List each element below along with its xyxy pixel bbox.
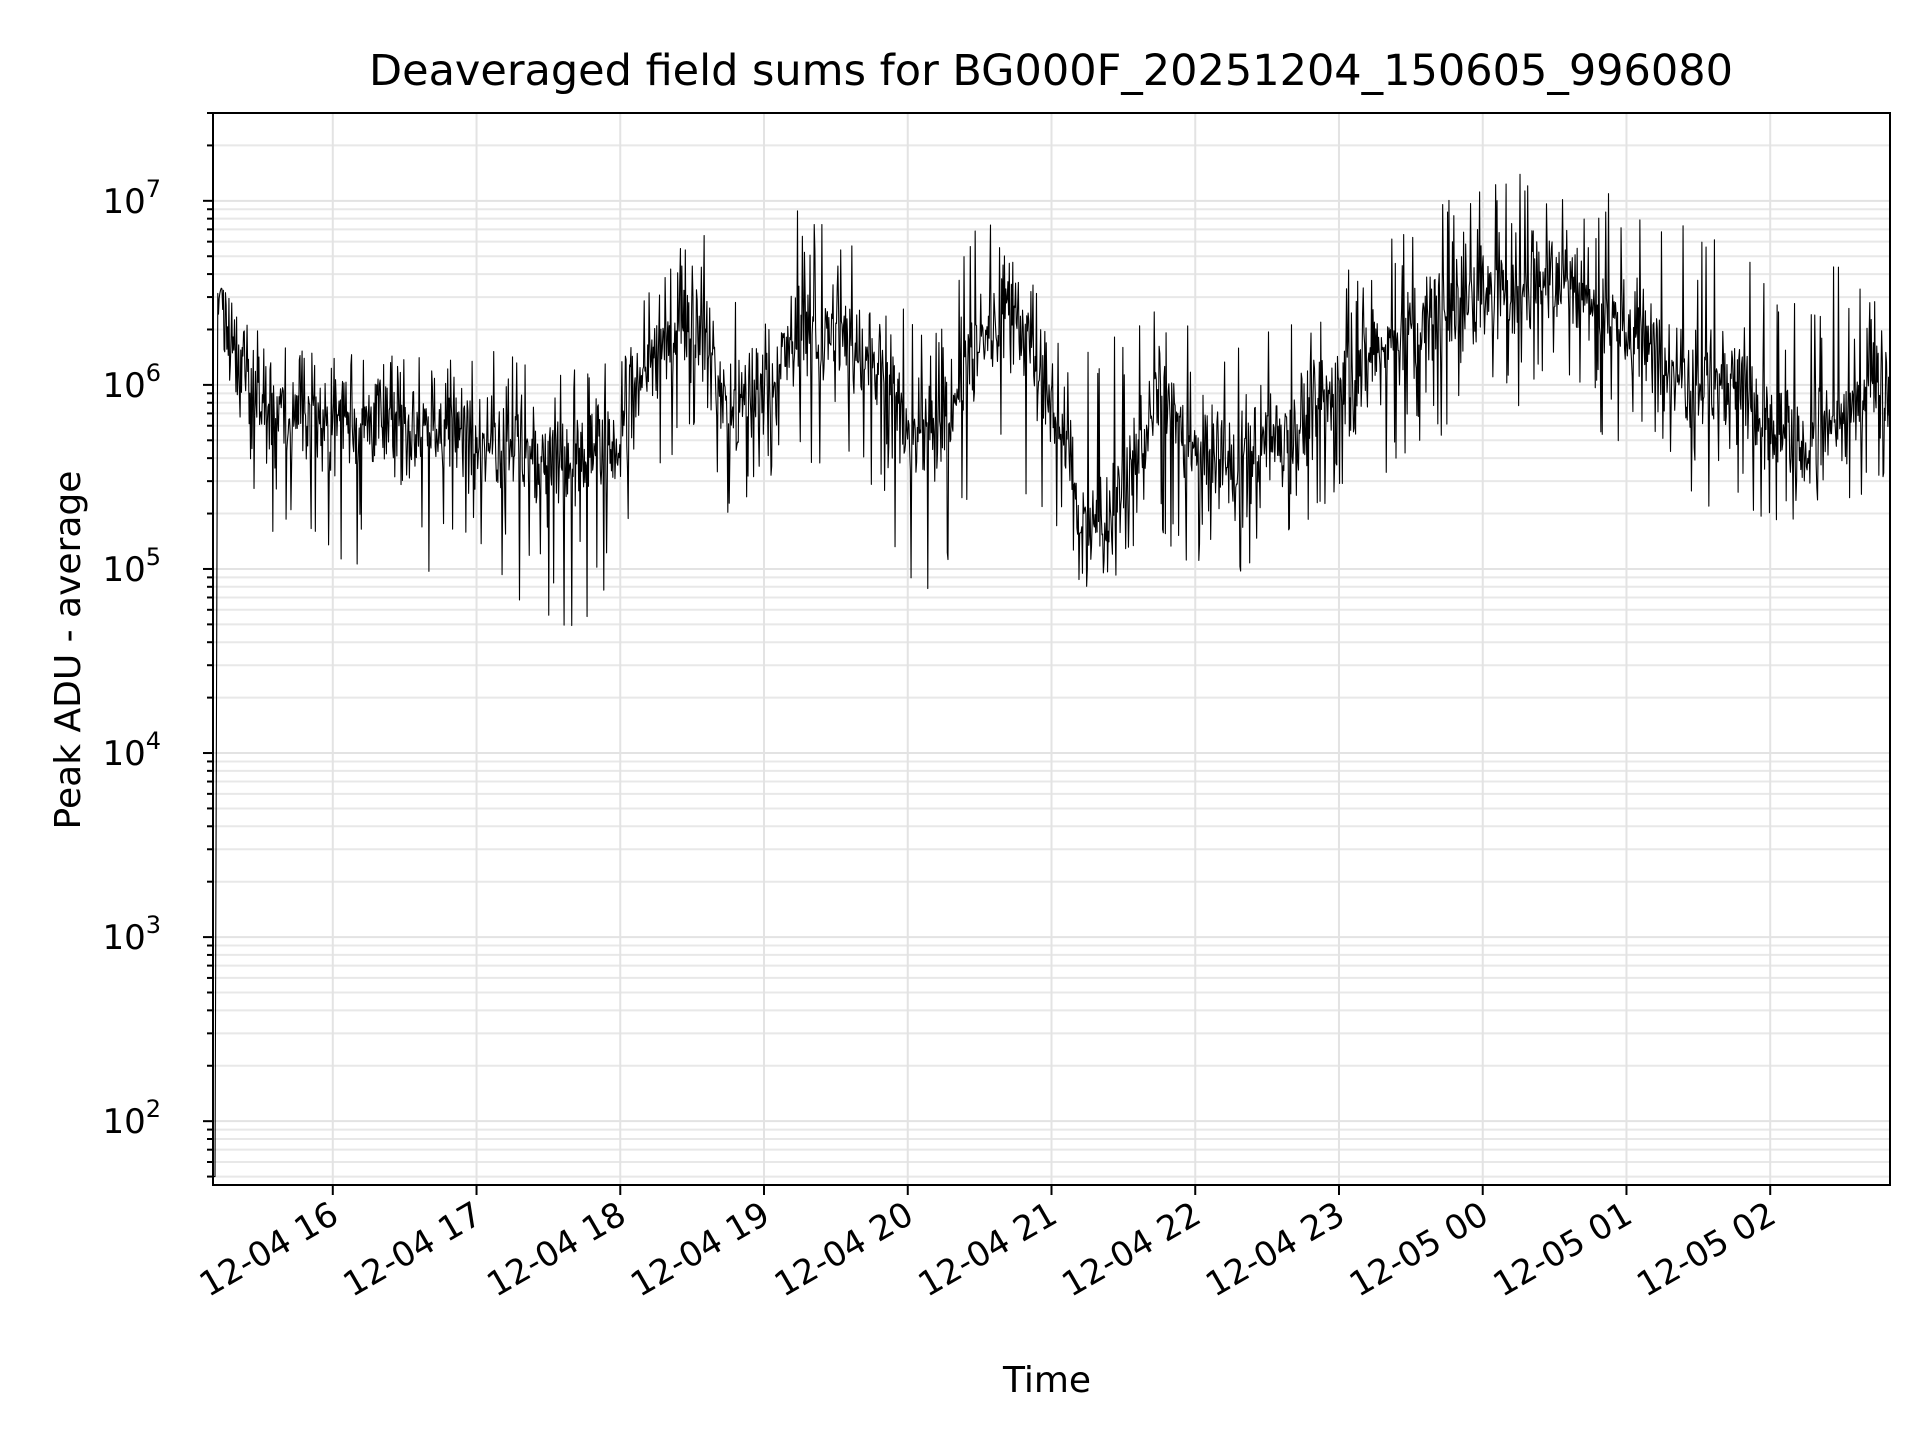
- x-axis-label: Time: [1002, 1360, 1091, 1401]
- series-line: [213, 173, 1891, 1178]
- data-series: [213, 173, 1891, 1178]
- grid: [213, 112, 1890, 1185]
- y-tick-label: 102: [102, 1095, 161, 1142]
- y-axis-label: Peak ADU - average: [48, 471, 89, 830]
- chart-title: Deaveraged field sums for BG000F_2025120…: [369, 46, 1733, 96]
- y-tick-label: 105: [102, 543, 161, 590]
